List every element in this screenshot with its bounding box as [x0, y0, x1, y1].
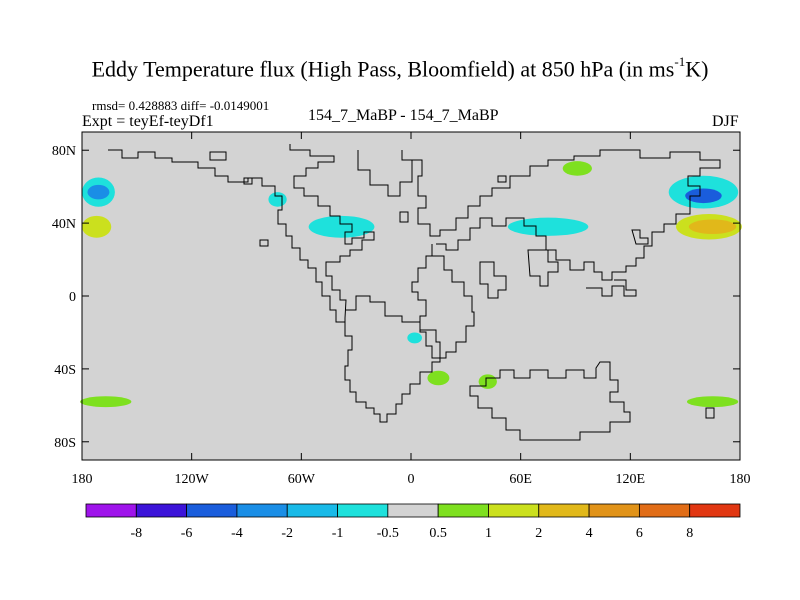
coastline-japan [631, 229, 649, 245]
experiment-label: Expt = teyEf-teyDf1 [82, 113, 214, 130]
colorbar-label: -1 [332, 526, 344, 541]
colorbar-swatch [186, 503, 238, 518]
colorbar-label: -0.5 [377, 526, 399, 541]
region-southern-ocean-west-positive [80, 396, 132, 408]
comparison-label: 154_7_MaBP - 154_7_MaBP [308, 107, 499, 124]
coastline-arctic-islands [209, 151, 507, 247]
coastline-newzealand [705, 407, 715, 419]
region-asia-negative [507, 217, 589, 236]
colorbar-swatch [689, 503, 741, 518]
colorbar-swatch [286, 503, 338, 518]
coastline-south-america [336, 295, 441, 423]
colorbar: -8 -6 -4 -2 -1 -0.5 0.5 1 2 4 6 8 [85, 503, 741, 541]
region-north-pacific-west-positive-edge [82, 215, 112, 238]
coastline-eurasia [410, 149, 721, 281]
y-axis: 80N 40N 0 40S 80S [52, 144, 740, 451]
rmsd-label: rmsd= 0.428883 diff= -0.0149001 [92, 98, 270, 113]
colorbar-label: 6 [636, 526, 643, 541]
coastline-australia [469, 361, 631, 441]
y-tick-label: 40S [54, 363, 76, 378]
colorbar-label: 0.5 [429, 526, 447, 541]
coastline-arabia-india [479, 261, 507, 299]
region-north-pacific-east-positive [688, 219, 737, 235]
region-africa-south-positive [427, 370, 450, 386]
colorbar-label: 4 [586, 526, 593, 541]
x-tick-label: 120E [616, 472, 646, 487]
region-indian-ocean-positive [478, 374, 497, 389]
colorbar-swatch [588, 503, 640, 518]
x-tick-label: 180 [72, 472, 93, 487]
colorbar-swatch [135, 503, 188, 518]
colorbar-swatch [85, 503, 137, 518]
coastline-india [527, 249, 559, 287]
colorbar-label: 2 [535, 526, 542, 541]
colorbar-swatch [437, 503, 489, 518]
chart-title-end: K) [685, 56, 709, 82]
contour-regions [80, 161, 742, 408]
colorbar-label: 1 [485, 526, 492, 541]
y-tick-label: 80N [52, 144, 76, 159]
colorbar-label: -6 [181, 526, 193, 541]
colorbar-swatch [236, 503, 288, 518]
chart-title-main: Eddy Temperature flux (High Pass, Bloomf… [91, 56, 675, 82]
y-tick-label: 40N [52, 217, 76, 232]
region-southern-ocean-east-positive [686, 396, 739, 408]
region-labrador-negative [268, 192, 287, 207]
region-north-pacific-west-core [87, 184, 110, 200]
colorbar-label: 8 [686, 526, 693, 541]
region-north-atlantic-negative [308, 215, 375, 238]
coastline-north-america [108, 144, 375, 323]
colorbar-swatch [337, 503, 389, 518]
season-label: DJF [712, 113, 739, 130]
x-axis: 180 120W 60W 0 60E 120E 180 [72, 132, 751, 487]
colorbar-label: -4 [231, 526, 243, 541]
region-south-atlantic-negative [407, 332, 422, 344]
y-tick-label: 80S [54, 436, 76, 451]
x-tick-label: 60W [288, 472, 316, 487]
x-tick-label: 60E [509, 472, 532, 487]
coastline-africa [411, 244, 475, 359]
chart-title-superscript: -1 [674, 54, 686, 69]
colorbar-swatch [387, 503, 439, 518]
colorbar-swatch [538, 503, 590, 518]
colorbar-swatch [638, 503, 691, 518]
coastlines [108, 144, 721, 441]
x-tick-label: 180 [730, 472, 751, 487]
plot-background [82, 132, 740, 460]
colorbar-swatch [488, 503, 540, 518]
coastline-indonesia [586, 279, 637, 297]
x-tick-label: 0 [408, 472, 415, 487]
colorbar-label: -2 [281, 526, 293, 541]
coastline-uk [399, 211, 409, 223]
region-arctic-positive [562, 161, 592, 176]
y-tick-label: 0 [69, 290, 76, 305]
x-tick-label: 120W [175, 472, 210, 487]
chart-title: Eddy Temperature flux (High Pass, Bloomf… [0, 54, 800, 82]
colorbar-label: -8 [130, 526, 142, 541]
region-north-pacific-east-core [685, 188, 722, 204]
